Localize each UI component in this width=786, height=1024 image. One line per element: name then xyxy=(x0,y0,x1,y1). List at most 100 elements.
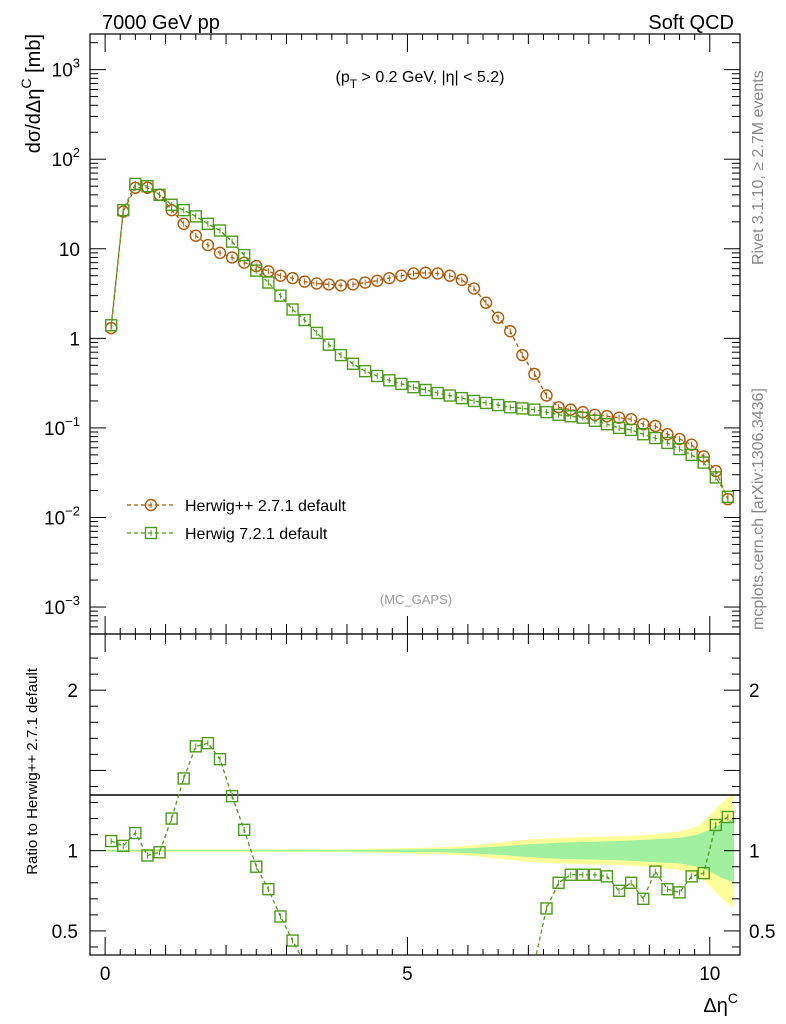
data-point xyxy=(201,217,215,231)
x-axis-label: ΔηC xyxy=(703,990,738,1017)
y-tick-label: 1 xyxy=(69,329,80,350)
y-tick-label: 102 xyxy=(52,145,80,171)
data-point xyxy=(153,846,166,859)
data-point xyxy=(371,369,384,383)
legend-label: Herwig 7.2.1 default xyxy=(185,526,328,543)
data-point xyxy=(685,438,698,451)
data-point xyxy=(298,275,311,288)
data-point xyxy=(274,269,287,282)
data-point xyxy=(407,267,420,280)
data-point xyxy=(201,238,215,252)
data-point xyxy=(612,411,626,424)
data-point xyxy=(455,273,469,287)
data-point xyxy=(225,789,239,803)
ratio-y-axis-label: Ratio to Herwig++ 2.7.1 default xyxy=(24,667,41,875)
data-point xyxy=(213,246,227,260)
data-point xyxy=(419,383,432,397)
data-point xyxy=(431,386,444,400)
data-point xyxy=(443,269,456,282)
data-point xyxy=(358,276,372,289)
data-point xyxy=(144,498,158,512)
data-point xyxy=(383,374,396,387)
data-point xyxy=(104,319,118,332)
data-point xyxy=(552,876,565,889)
data-point xyxy=(685,870,698,883)
data-point xyxy=(274,910,287,923)
data-point xyxy=(346,278,360,291)
data-point xyxy=(637,892,650,906)
data-point xyxy=(334,348,348,362)
data-point xyxy=(600,417,614,431)
data-point xyxy=(189,740,203,753)
data-point xyxy=(189,210,203,223)
x-tick-label: 10 xyxy=(699,964,720,985)
data-point xyxy=(697,456,710,469)
data-point xyxy=(479,296,493,309)
data-point xyxy=(455,391,469,405)
data-point xyxy=(649,419,662,433)
data-point xyxy=(407,380,420,394)
data-point xyxy=(467,282,481,295)
main-y-axis-label: dσ/dΔηC [mb] xyxy=(18,34,45,153)
data-point xyxy=(721,810,735,824)
rivet-version-label: Rivet 3.1.10, ≥ 2.7M events xyxy=(750,70,767,265)
uncertainty-band-inner xyxy=(105,818,734,883)
data-point xyxy=(600,870,614,883)
data-point xyxy=(697,866,710,880)
data-point xyxy=(286,271,299,285)
data-point xyxy=(286,303,299,316)
data-point xyxy=(262,882,275,896)
analysis-label: (MC_GAPS) xyxy=(380,592,452,607)
data-point xyxy=(262,276,275,289)
data-point xyxy=(165,198,178,211)
ratio-series-line xyxy=(110,742,302,955)
data-point xyxy=(274,289,287,302)
y-tick-label: 10−1 xyxy=(44,414,80,440)
series-2 xyxy=(104,177,735,504)
data-point xyxy=(491,398,505,412)
data-point xyxy=(310,277,323,290)
ratio-y-tick-label: 1 xyxy=(67,842,78,863)
data-point xyxy=(371,274,384,287)
data-point xyxy=(201,736,215,750)
data-point xyxy=(552,408,565,422)
data-point xyxy=(250,860,263,873)
y-tick-label: 10−3 xyxy=(44,593,80,619)
data-point xyxy=(467,394,481,408)
data-point xyxy=(144,526,158,540)
ratio-y-tick-label-right: 2 xyxy=(749,681,760,702)
data-point xyxy=(479,396,493,410)
x-tick-label: 5 xyxy=(402,964,413,985)
data-point xyxy=(661,428,674,441)
data-point xyxy=(298,313,311,327)
data-point xyxy=(673,432,686,446)
data-point xyxy=(322,278,336,291)
data-point xyxy=(564,410,577,423)
header-left: 7000 GeV pp xyxy=(102,12,220,34)
data-point xyxy=(213,752,227,766)
ratio-panel: Ratio to Herwig++ 2.7.1 default ΔηC xyxy=(24,633,741,1017)
data-point xyxy=(649,865,662,878)
data-point xyxy=(540,902,553,915)
data-point xyxy=(395,377,408,391)
data-point xyxy=(673,886,686,899)
y-tick-label: 10 xyxy=(59,240,80,261)
data-point xyxy=(141,849,154,862)
data-point xyxy=(383,271,396,285)
data-point xyxy=(709,818,723,832)
legend-label: Herwig++ 2.7.1 default xyxy=(185,498,347,515)
data-point xyxy=(431,267,444,280)
data-point xyxy=(528,403,541,416)
data-point xyxy=(516,348,529,362)
data-point xyxy=(576,411,589,424)
data-point xyxy=(104,834,118,848)
data-point xyxy=(649,431,662,445)
ratio-series-line xyxy=(535,816,729,955)
ratio-y-tick-label: 0.5 xyxy=(52,922,78,943)
data-point xyxy=(189,229,203,242)
data-point xyxy=(250,264,263,277)
data-point xyxy=(117,203,130,217)
data-point xyxy=(637,428,650,441)
data-point xyxy=(721,490,735,504)
data-point xyxy=(177,217,190,231)
